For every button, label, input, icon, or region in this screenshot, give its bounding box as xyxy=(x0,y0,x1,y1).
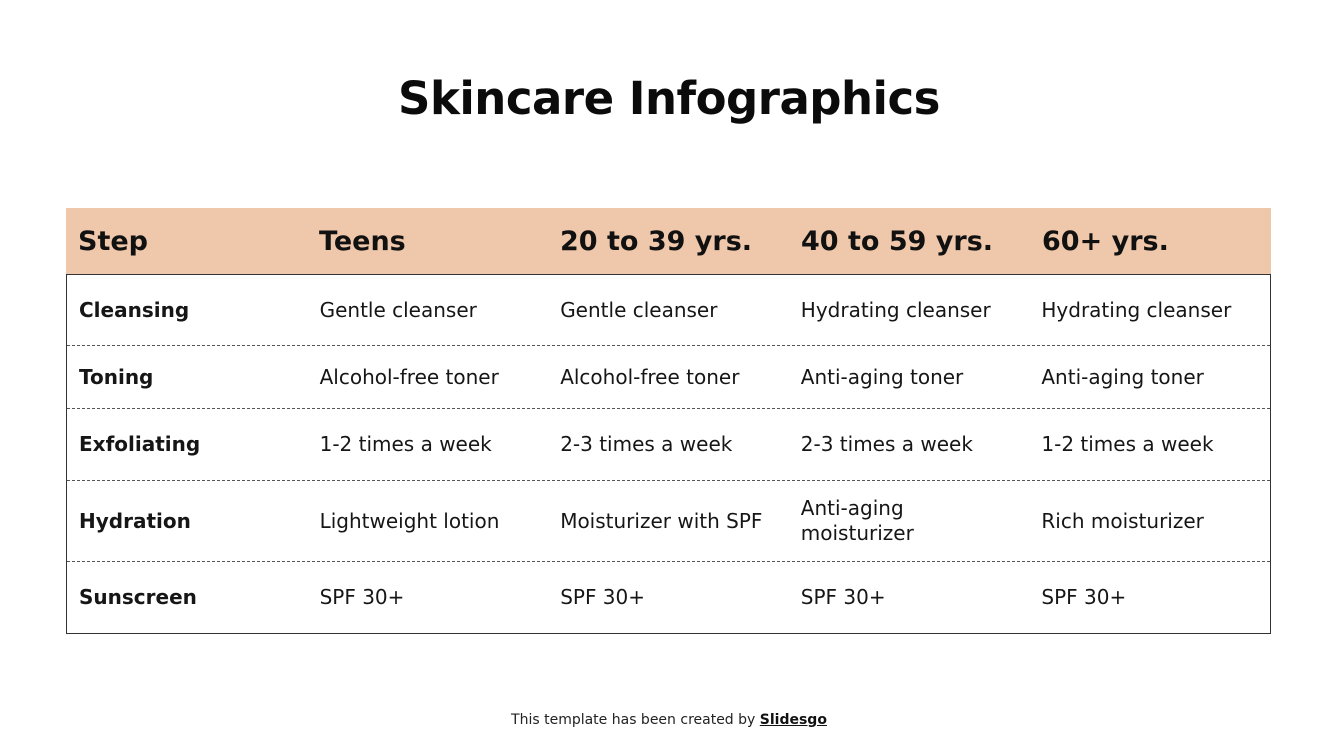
table-header-row: Step Teens 20 to 39 yrs. 40 to 59 yrs. 6… xyxy=(66,208,1271,275)
header-60-plus: 60+ yrs. xyxy=(1042,225,1169,257)
step-cell: Hydration xyxy=(79,508,191,533)
age-20-39-cell: 2-3 times a week xyxy=(560,432,733,456)
step-cell: Cleansing xyxy=(79,297,190,322)
table-row: Toning Alcohol-free toner Alcohol-free t… xyxy=(67,346,1270,409)
header-40-59: 40 to 59 yrs. xyxy=(801,225,994,257)
footer-text: This template has been created by xyxy=(511,712,760,728)
header-teens: Teens xyxy=(319,225,406,257)
skincare-table: Step Teens 20 to 39 yrs. 40 to 59 yrs. 6… xyxy=(66,208,1271,634)
age-40-59-cell: Anti-aging toner xyxy=(800,364,964,389)
age-60-plus-cell: Rich moisturizer xyxy=(1041,508,1204,533)
table-row: Cleansing Gentle cleanser Gentle cleanse… xyxy=(67,275,1270,346)
age-20-39-cell: Moisturizer with SPF xyxy=(560,508,763,533)
table-row: Sunscreen SPF 30+ SPF 30+ SPF 30+ SPF 30… xyxy=(67,562,1270,633)
age-40-59-cell: Anti-aging moisturizer xyxy=(800,496,914,545)
age-60-plus-cell: SPF 30+ xyxy=(1041,585,1127,609)
table-body: Cleansing Gentle cleanser Gentle cleanse… xyxy=(66,275,1271,634)
age-60-plus-cell: 1-2 times a week xyxy=(1041,432,1214,456)
step-cell: Exfoliating xyxy=(79,432,201,456)
age-60-plus-cell: Anti-aging toner xyxy=(1041,364,1204,389)
age-20-39-cell: SPF 30+ xyxy=(560,585,646,609)
page-title: Skincare Infographics xyxy=(398,72,940,125)
step-cell: Toning xyxy=(79,364,154,389)
teens-cell: Lightweight lotion xyxy=(319,508,500,533)
table-row: Hydration Lightweight lotion Moisturizer… xyxy=(67,481,1270,562)
age-20-39-cell: Alcohol-free toner xyxy=(560,364,740,389)
table-row: Exfoliating 1-2 times a week 2-3 times a… xyxy=(67,409,1270,481)
footer-credit: This template has been created by Slides… xyxy=(0,712,1338,728)
teens-cell: SPF 30+ xyxy=(319,585,405,609)
slidesgo-link[interactable]: Slidesgo xyxy=(759,712,827,728)
age-20-39-cell: Gentle cleanser xyxy=(560,297,718,322)
age-40-59-cell: 2-3 times a week xyxy=(800,432,973,456)
step-cell: Sunscreen xyxy=(79,585,197,609)
teens-cell: Alcohol-free toner xyxy=(319,364,499,389)
teens-cell: Gentle cleanser xyxy=(319,297,477,322)
age-40-59-cell: SPF 30+ xyxy=(800,585,886,609)
teens-cell: 1-2 times a week xyxy=(319,432,492,456)
header-step: Step xyxy=(78,225,148,257)
header-20-39: 20 to 39 yrs. xyxy=(560,225,753,257)
age-40-59-cell: Hydrating cleanser xyxy=(800,297,991,322)
age-60-plus-cell: Hydrating cleanser xyxy=(1041,297,1232,322)
